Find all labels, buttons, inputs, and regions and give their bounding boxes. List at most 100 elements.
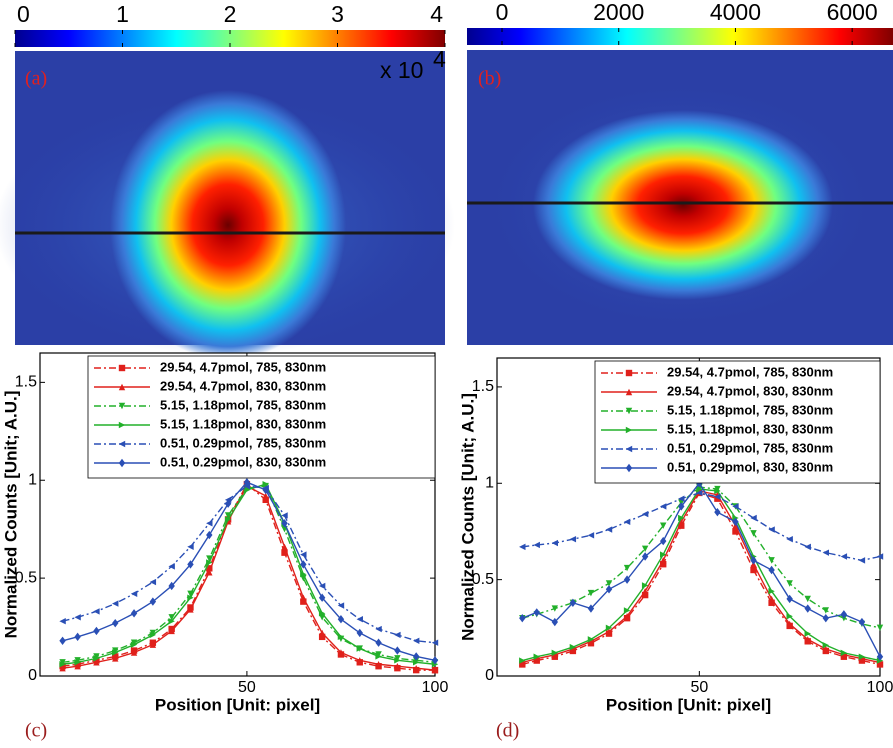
data-point [93, 655, 100, 662]
data-point [168, 617, 175, 625]
legend-marker [118, 421, 126, 429]
colorbar [467, 28, 893, 45]
data-point [149, 631, 157, 639]
legend-label: 5.15, 1.18pmol, 830, 830nm [160, 416, 326, 431]
data-point [337, 602, 345, 609]
data-point [318, 582, 326, 590]
data-point [605, 628, 613, 635]
data-point [74, 614, 81, 621]
data-point [59, 659, 66, 666]
data-point [804, 595, 811, 603]
colorbar-strip [15, 47, 445, 51]
data-point [786, 580, 793, 587]
colorbar-tick-label: 2 [224, 1, 237, 27]
data-point [641, 552, 649, 561]
data-point [59, 661, 66, 668]
legend-marker [118, 383, 126, 391]
data-point [318, 629, 326, 637]
legend-marker [625, 407, 633, 415]
colorbar-tick-label: 3 [331, 1, 344, 27]
data-point [93, 659, 100, 666]
data-point [112, 618, 119, 628]
data-point [605, 624, 613, 632]
data-point [696, 489, 703, 497]
data-point [519, 659, 526, 666]
data-point [551, 605, 559, 612]
data-point [74, 659, 81, 666]
data-point [714, 495, 721, 502]
data-point [858, 653, 866, 660]
data-point [206, 565, 213, 572]
data-point [168, 563, 175, 570]
data-point [74, 663, 81, 670]
data-point [786, 613, 793, 620]
data-point [356, 628, 363, 638]
legend-label: 0.51, 0.29pmol, 785, 830nm [667, 440, 833, 455]
data-point [300, 571, 307, 578]
data-point [732, 503, 739, 510]
data-point [74, 657, 81, 664]
data-point [641, 582, 649, 589]
heatmap-image-b [467, 50, 893, 345]
data-point [224, 499, 232, 508]
data-point [130, 641, 138, 648]
data-point [93, 608, 100, 615]
data-point [605, 580, 613, 587]
data-point [130, 649, 138, 656]
data-point [678, 518, 685, 526]
data-point [206, 520, 213, 527]
y-tick-label: 0.5 [472, 571, 494, 588]
data-point [112, 649, 119, 656]
colorbar-multiplier: x 10 [380, 57, 423, 83]
panel-label: (a) [25, 68, 47, 90]
data-point [660, 522, 667, 529]
data-point [59, 617, 66, 625]
data-point [605, 526, 613, 533]
data-point [394, 646, 401, 655]
data-point [876, 624, 884, 632]
data-point [714, 487, 721, 495]
data-point [112, 655, 119, 662]
data-point [623, 575, 631, 584]
data-point [533, 541, 540, 549]
data-point [281, 519, 288, 528]
data-point [318, 610, 326, 617]
data-point [768, 526, 775, 533]
data-point [224, 512, 232, 519]
data-point [732, 528, 739, 535]
data-point [786, 535, 793, 543]
legend-marker [118, 440, 126, 448]
data-point [605, 585, 613, 594]
data-point [587, 589, 595, 597]
data-point [623, 607, 631, 614]
data-point [187, 606, 194, 613]
y-tick-label: 0 [485, 667, 494, 684]
data-point [243, 478, 251, 487]
data-point [786, 594, 793, 604]
data-point [318, 593, 326, 602]
y-tick-label: 1 [28, 471, 37, 488]
data-point [130, 609, 138, 618]
data-point [375, 661, 382, 668]
data-point [641, 591, 649, 599]
legend-box [594, 360, 881, 484]
data-point [804, 543, 811, 551]
data-point [678, 495, 685, 502]
data-point [858, 557, 866, 564]
data-point [660, 561, 667, 568]
x-axis-label: Position [Unit: pixel] [155, 695, 320, 714]
x-axis-label: Position [Unit: pixel] [606, 695, 771, 714]
data-point [300, 551, 307, 558]
data-point [375, 638, 382, 647]
data-point [660, 551, 667, 558]
data-point [822, 549, 830, 556]
data-point [519, 657, 526, 664]
series-line [62, 485, 436, 644]
data-point [59, 636, 66, 645]
data-point [168, 627, 175, 635]
legend-marker [625, 426, 633, 434]
data-point [533, 608, 540, 617]
data-point [300, 598, 307, 605]
data-point [519, 543, 526, 551]
